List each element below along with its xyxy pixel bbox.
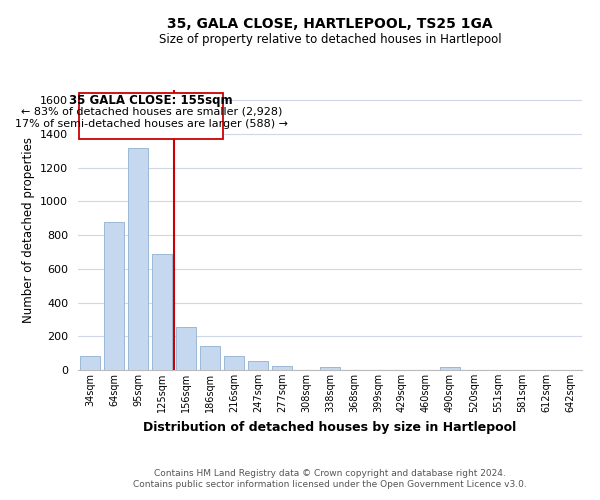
Y-axis label: Number of detached properties: Number of detached properties	[22, 137, 35, 323]
Text: 17% of semi-detached houses are larger (588) →: 17% of semi-detached houses are larger (…	[14, 118, 288, 128]
Bar	[320, 367, 340, 370]
Text: ← 83% of detached houses are smaller (2,928): ← 83% of detached houses are smaller (2,…	[20, 107, 282, 117]
Text: Contains public sector information licensed under the Open Government Licence v3: Contains public sector information licen…	[133, 480, 527, 489]
Text: 35, GALA CLOSE, HARTLEPOOL, TS25 1GA: 35, GALA CLOSE, HARTLEPOOL, TS25 1GA	[167, 18, 493, 32]
Text: 35 GALA CLOSE: 155sqm: 35 GALA CLOSE: 155sqm	[70, 94, 233, 106]
Bar	[176, 328, 196, 370]
Bar	[79, 94, 223, 139]
Bar	[224, 356, 244, 370]
X-axis label: Distribution of detached houses by size in Hartlepool: Distribution of detached houses by size …	[143, 420, 517, 434]
Bar	[80, 356, 100, 370]
Bar	[440, 368, 460, 370]
Bar	[152, 254, 172, 370]
Bar	[272, 366, 292, 370]
Text: Contains HM Land Registry data © Crown copyright and database right 2024.: Contains HM Land Registry data © Crown c…	[154, 468, 506, 477]
Text: Size of property relative to detached houses in Hartlepool: Size of property relative to detached ho…	[158, 32, 502, 46]
Bar	[128, 148, 148, 370]
Bar	[104, 222, 124, 370]
Bar	[200, 346, 220, 370]
Bar	[248, 360, 268, 370]
